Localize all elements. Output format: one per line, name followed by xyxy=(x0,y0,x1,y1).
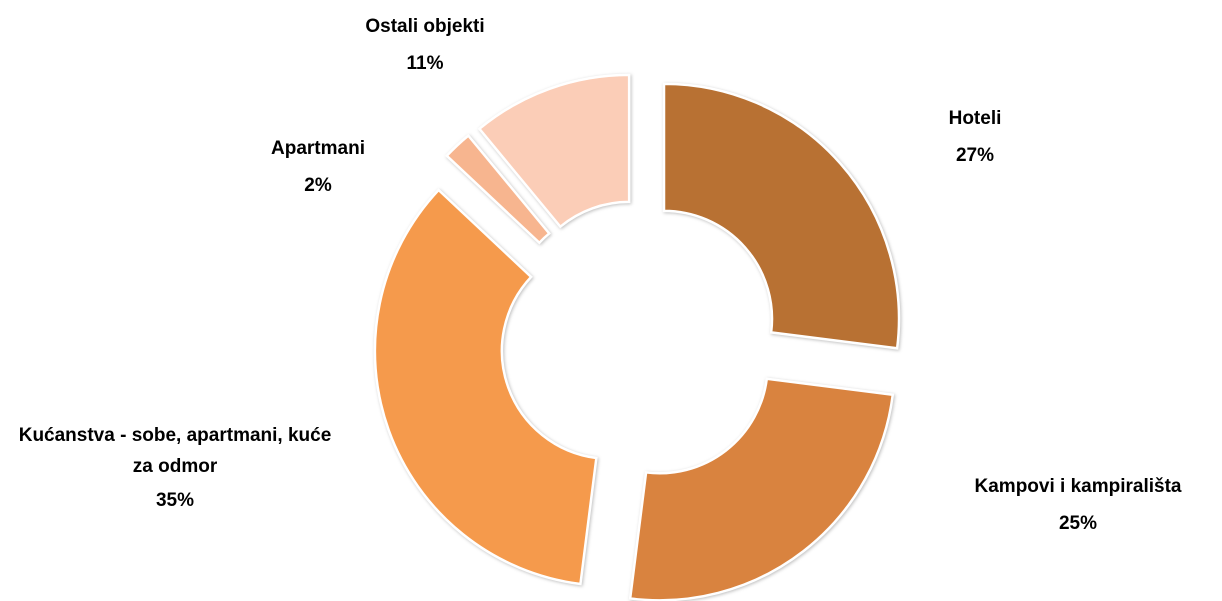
category-label: Ostali objekti xyxy=(365,16,485,37)
category-label: Kućanstva - sobe, apartmani, kuće za odm… xyxy=(18,425,332,477)
data-label: Hoteli 27% xyxy=(949,100,1002,174)
value-label: 2% xyxy=(304,175,332,196)
category-label: Hoteli xyxy=(948,108,1002,129)
value-label: 27% xyxy=(955,145,995,166)
value-label: 11% xyxy=(406,53,444,74)
data-label: Kampovi i kampirališta 25% xyxy=(975,468,1182,542)
donut-slice xyxy=(477,73,631,229)
data-label: Kućanstva - sobe, apartmani, kuće za odm… xyxy=(10,420,340,519)
data-label: Ostali objekti 11% xyxy=(365,8,484,82)
category-label: Kampovi i kampirališta xyxy=(974,476,1182,497)
value-label: 35% xyxy=(155,490,195,511)
data-label: Apartmani 2% xyxy=(271,130,365,204)
donut-slice xyxy=(662,82,901,350)
category-label: Apartmani xyxy=(271,138,365,159)
donut-slice xyxy=(628,377,895,601)
donut-slice xyxy=(445,133,552,245)
donut-slice xyxy=(373,188,598,586)
value-label: 25% xyxy=(1058,513,1098,534)
